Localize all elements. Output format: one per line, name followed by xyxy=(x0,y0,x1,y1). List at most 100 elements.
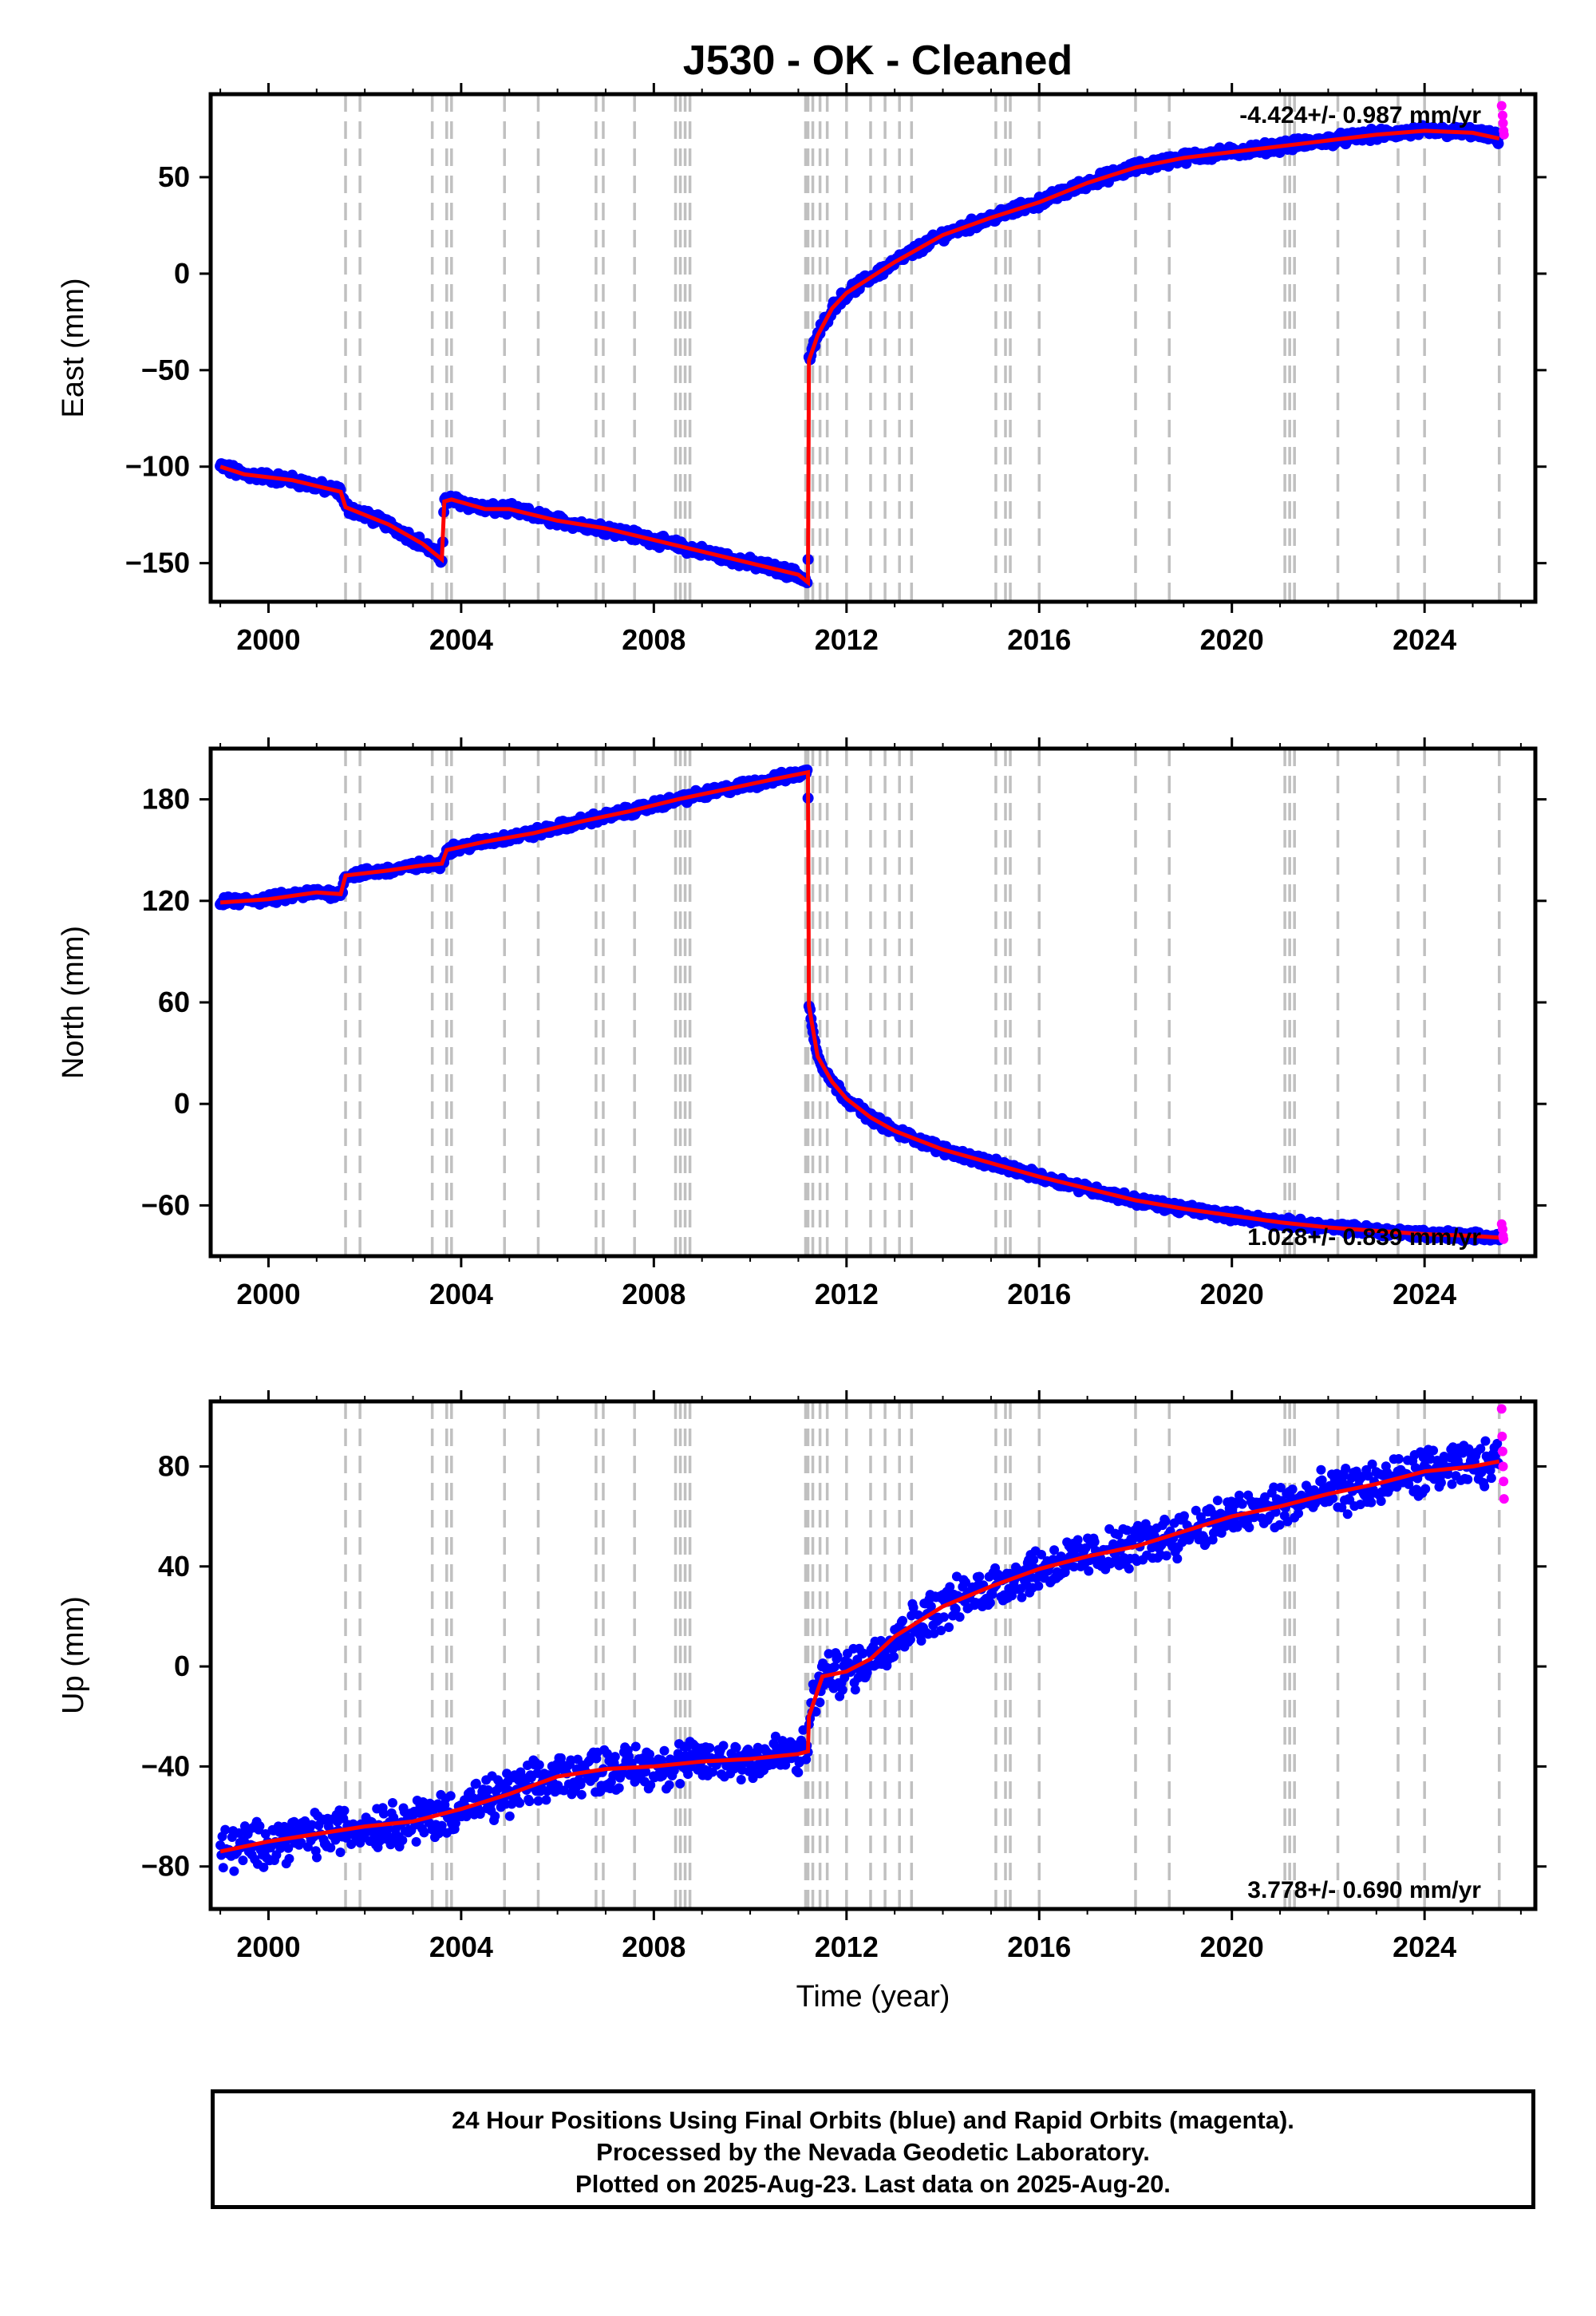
data-point xyxy=(1160,1516,1171,1527)
time-series-plots: 2000 2004 2008 2012 2016 2020 2024 50 0 −50 −100 −1… xyxy=(57,83,1547,2014)
data-point xyxy=(397,1835,408,1845)
y-tick-label: 180 xyxy=(142,783,190,816)
x-tick-label: 2004 xyxy=(429,1278,493,1310)
y-axis-label: Up (mm) xyxy=(57,1596,90,1714)
rate-label: 3.778+/- 0.690 mm/yr xyxy=(1247,1877,1481,1903)
data-point xyxy=(801,1754,812,1765)
data-point xyxy=(1235,1490,1245,1500)
model-line xyxy=(219,128,1500,587)
data-point xyxy=(389,1812,399,1823)
data-point xyxy=(664,1780,674,1790)
x-tick-label: 2012 xyxy=(815,623,879,656)
rate-label: 1.028+/- 0.839 mm/yr xyxy=(1247,1224,1481,1251)
x-tick-label: 2004 xyxy=(429,623,493,656)
data-point xyxy=(602,1749,612,1759)
rapid-point xyxy=(1497,1446,1507,1456)
data-point xyxy=(326,1843,336,1853)
data-point xyxy=(936,1625,946,1635)
data-point xyxy=(614,1783,624,1793)
y-tick-label: 0 xyxy=(174,1087,190,1120)
data-point xyxy=(1084,1566,1094,1576)
y-axis-label: East (mm) xyxy=(57,278,90,417)
y-tick-label: −50 xyxy=(141,354,190,386)
data-point xyxy=(610,1752,620,1762)
data-point xyxy=(387,1798,397,1808)
data-point xyxy=(255,1821,265,1832)
data-point xyxy=(1089,1536,1100,1547)
y-tick-label: 50 xyxy=(158,160,190,193)
data-point xyxy=(490,1811,500,1821)
y-tick-label: 0 xyxy=(174,1650,190,1682)
data-point xyxy=(1436,1477,1446,1488)
data-point xyxy=(378,1808,389,1819)
data-point xyxy=(1049,1545,1060,1555)
data-point xyxy=(1244,1522,1254,1532)
data-point xyxy=(238,1856,248,1866)
data-point xyxy=(1447,1479,1457,1489)
footer-line-1: 24 Hour Positions Using Final Orbits (bl… xyxy=(452,2106,1294,2134)
data-point xyxy=(1337,1503,1347,1513)
data-point xyxy=(1376,1496,1386,1506)
data-point xyxy=(1476,1444,1486,1454)
footer-line-2: Processed by the Nevada Geodetic Laborat… xyxy=(596,2138,1150,2166)
x-tick-label: 2008 xyxy=(622,1931,685,1963)
data-point xyxy=(1294,1508,1304,1519)
data-point xyxy=(515,1798,525,1808)
data-point xyxy=(534,1760,544,1770)
data-point xyxy=(311,1852,322,1863)
x-tick-label: 2016 xyxy=(1007,623,1071,656)
data-point xyxy=(675,1779,685,1789)
data-point xyxy=(1463,1474,1473,1484)
data-point xyxy=(1124,1563,1134,1574)
data-point xyxy=(524,1796,535,1807)
data-point xyxy=(1033,1581,1044,1591)
data-point xyxy=(945,1582,955,1592)
y-tick-label: −150 xyxy=(125,547,190,579)
data-point xyxy=(926,1601,936,1611)
model-line xyxy=(219,1459,1500,1854)
data-point xyxy=(220,1824,231,1835)
data-point xyxy=(829,1662,839,1672)
data-point xyxy=(1037,1549,1047,1559)
data-point xyxy=(916,1636,926,1646)
data-point xyxy=(576,1789,587,1800)
x-tick-label: 2020 xyxy=(1200,1278,1264,1310)
rapid-point xyxy=(1497,1431,1507,1441)
data-point xyxy=(1275,1482,1286,1492)
data-point xyxy=(259,1862,269,1872)
data-point xyxy=(944,1622,954,1632)
data-point xyxy=(283,1843,294,1853)
data-point xyxy=(1367,1459,1377,1469)
model-line xyxy=(219,769,1499,1240)
rapid-point xyxy=(1499,1494,1509,1504)
y-tick-label: −100 xyxy=(125,450,190,483)
data-point xyxy=(1007,1591,1017,1601)
x-tick-label: 2000 xyxy=(236,623,300,656)
data-point xyxy=(504,1811,515,1821)
data-point xyxy=(985,1598,995,1608)
data-point xyxy=(1161,1551,1171,1561)
rapid-point xyxy=(1499,1476,1509,1487)
data-point xyxy=(950,1604,961,1614)
x-tick-label: 2020 xyxy=(1200,1931,1264,1963)
y-tick-label: −60 xyxy=(141,1188,190,1221)
data-point xyxy=(736,1774,746,1784)
data-point xyxy=(646,1780,656,1790)
data-point xyxy=(1316,1464,1326,1475)
data-point xyxy=(705,1743,715,1753)
data-point xyxy=(1237,1499,1247,1509)
data-point xyxy=(346,1839,357,1849)
data-point xyxy=(234,1828,244,1838)
data-point xyxy=(770,1731,780,1741)
data-point xyxy=(566,1755,576,1765)
data-point xyxy=(1122,1525,1132,1535)
x-tick-label: 2016 xyxy=(1007,1278,1071,1310)
data-point xyxy=(858,1648,868,1658)
data-point xyxy=(907,1611,917,1621)
data-point xyxy=(1342,1509,1353,1520)
x-tick-label: 2012 xyxy=(815,1931,879,1963)
data-point xyxy=(1274,1520,1285,1530)
data-point xyxy=(1393,1454,1404,1464)
data-point xyxy=(898,1615,908,1626)
data-point xyxy=(954,1612,965,1622)
